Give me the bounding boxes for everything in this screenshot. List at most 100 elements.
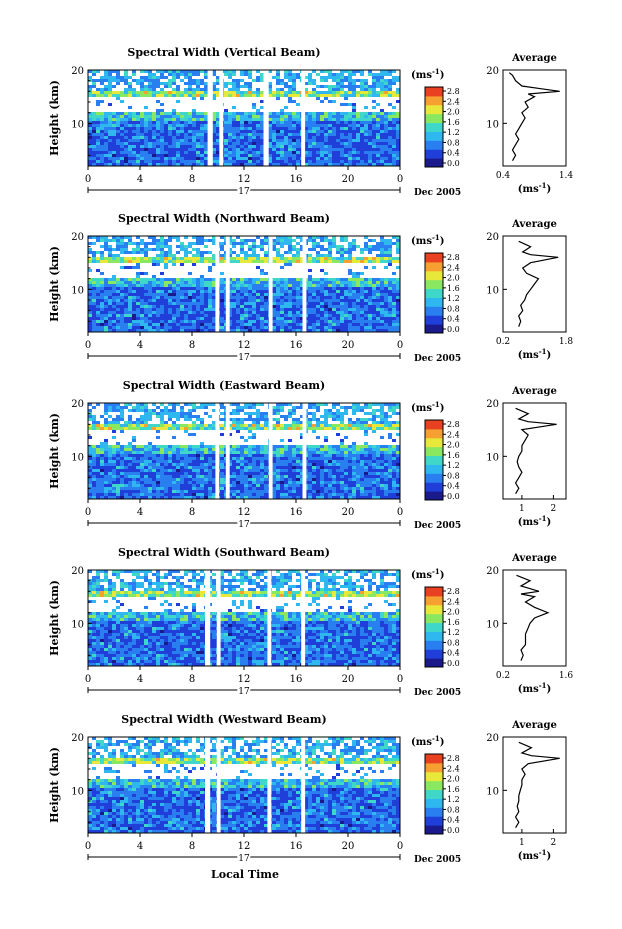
heatmap-cell [112,302,116,305]
heatmap-cell [156,451,160,454]
heatmap-cell [348,427,352,430]
heatmap-cell [180,115,184,118]
heatmap-cell [140,424,144,427]
heatmap-cell [264,445,268,448]
heatmap-cell [312,163,316,166]
heatmap-cell [228,320,232,323]
heatmap-cell [288,157,292,160]
heatmap-cell [104,311,108,314]
heatmap-cell [140,88,144,91]
heatmap-cell [280,112,284,115]
heatmap-cell [260,145,264,148]
heatmap-cell [244,118,248,121]
heatmap-cell [172,112,176,115]
heatmap-cell [288,260,292,263]
heatmap-cell [280,415,284,418]
heatmap-cell [284,82,288,85]
heatmap-cell [392,290,396,293]
heatmap-cell [284,148,288,151]
heatmap-cell [192,257,196,260]
heatmap-cell [312,242,316,245]
heatmap-cell [212,263,216,266]
heatmap-cell [344,314,348,317]
heatmap-cell [360,293,364,296]
heatmap-cell [256,109,260,112]
heatmap-cell [128,76,132,79]
heatmap-cell [356,124,360,127]
heatmap-cell [184,73,188,76]
heatmap-cell [236,421,240,424]
heatmap-cell [388,403,392,406]
heatmap-cell [148,139,152,142]
heatmap-cell [252,311,256,314]
heatmap-cell [232,163,236,166]
heatmap-cell [292,139,296,142]
heatmap-cell [148,427,152,430]
x-tick-label: 8 [189,174,195,185]
heatmap-cell [284,308,288,311]
heatmap-cell [360,409,364,412]
heatmap-cell [308,148,312,151]
heatmap-cell [280,260,284,263]
heatmap-cell [148,308,152,311]
heatmap-cell [260,445,264,448]
heatmap-cell [364,118,368,121]
heatmap-cell [256,293,260,296]
heatmap-cell [144,88,148,91]
heatmap-cell [256,79,260,82]
heatmap-cell [384,142,388,145]
heatmap-cell [104,290,108,293]
heatmap-cell [168,317,172,320]
heatmap-cell [116,142,120,145]
heatmap-cell [116,427,120,430]
heatmap-cell [172,151,176,154]
heatmap-cell [136,142,140,145]
heatmap-cell [104,406,108,409]
heatmap-cell [152,121,156,124]
heatmap-cell [184,82,188,85]
heatmap-cell [232,118,236,121]
heatmap-cell [112,79,116,82]
heatmap-cell [160,139,164,142]
heatmap-cell [216,142,220,145]
heatmap-cell [244,82,248,85]
heatmap-cell [176,454,180,457]
heatmap-cell [196,130,200,133]
heatmap-cell [284,106,288,109]
heatmap-cell [204,260,208,263]
heatmap-cell [104,442,108,445]
heatmap-cell [180,278,184,281]
heatmap-cell [144,299,148,302]
heatmap-cell [324,145,328,148]
heatmap-cell [392,421,396,424]
heatmap-cell [220,260,224,263]
heatmap-cell [336,160,340,163]
heatmap-cell [256,278,260,281]
heatmap-cell [100,454,104,457]
heatmap-cell [280,308,284,311]
heatmap-cell [204,94,208,97]
heatmap-cell [316,406,320,409]
heatmap-cell [344,157,348,160]
x-tick-label: 4 [137,174,143,185]
heatmap-cell [152,151,156,154]
heatmap-cell [196,163,200,166]
heatmap-cell [320,415,324,418]
heatmap-cell [112,257,116,260]
heatmap-cell [96,299,100,302]
heatmap-cell [396,248,400,251]
heatmap-cell [100,142,104,145]
heatmap-cell [396,127,400,130]
heatmap-cell [396,296,400,299]
heatmap-cell [348,445,352,448]
heatmap-cell [308,421,312,424]
heatmap-cell [116,314,120,317]
heatmap-cell [256,91,260,94]
heatmap-cell [228,296,232,299]
heatmap-cell [252,403,256,406]
heatmap-cell [360,112,364,115]
heatmap-cell [112,308,116,311]
heatmap-cell [112,157,116,160]
heatmap-cell [348,272,352,275]
heatmap-cell [176,314,180,317]
